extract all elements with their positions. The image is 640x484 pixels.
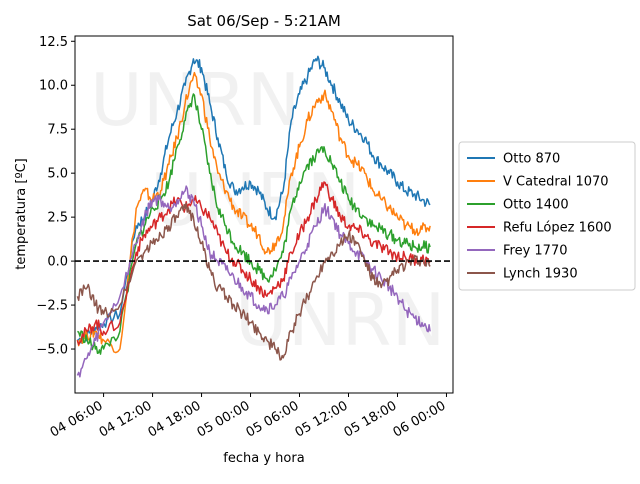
legend-label: Otto 1400 xyxy=(503,198,569,213)
series-line-3 xyxy=(76,181,431,346)
x-tick-label: 05 06:00 xyxy=(244,398,302,440)
legend-label: Frey 1770 xyxy=(503,244,568,259)
y-tick-label: 0.0 xyxy=(47,255,68,270)
y-tick-label: 12.5 xyxy=(39,35,68,50)
legend-label: Refu López 1600 xyxy=(503,221,612,236)
y-axis: 12.5 10.0 7.5 5.0 2.5 0.0 −2.5 −5.0 xyxy=(36,35,75,358)
x-axis-label: fecha y hora xyxy=(223,451,304,466)
x-tick-label: 04 18:00 xyxy=(146,398,204,440)
series-line-5 xyxy=(76,202,431,361)
legend: Otto 870 V Catedral 1070 Otto 1400 Refu Lóp… xyxy=(458,141,636,291)
y-tick-label: 7.5 xyxy=(47,123,68,138)
x-tick-label: 05 00:00 xyxy=(195,398,253,440)
x-tick-label: 04 06:00 xyxy=(48,398,106,440)
legend-box xyxy=(458,141,636,291)
legend-label: V Catedral 1070 xyxy=(503,175,609,190)
y-tick-label: 2.5 xyxy=(47,211,68,226)
x-tick-label: 06 00:00 xyxy=(391,398,449,440)
legend-label: Lynch 1930 xyxy=(503,267,578,282)
series-lines xyxy=(76,55,431,378)
y-tick-label: −2.5 xyxy=(36,299,68,314)
watermark-text: UNRN xyxy=(235,278,445,362)
legend-label: Otto 870 xyxy=(503,152,560,167)
plot-frame xyxy=(74,35,454,394)
x-tick-label: 04 12:00 xyxy=(97,398,155,440)
y-tick-label: 5.0 xyxy=(47,167,68,182)
x-tick-label: 05 12:00 xyxy=(293,398,351,440)
y-tick-label: −5.0 xyxy=(36,343,68,358)
chart-title: Sat 06/Sep - 5:21AM xyxy=(187,12,341,30)
series-line-2 xyxy=(77,93,431,355)
x-tick-label: 05 18:00 xyxy=(342,398,400,440)
series-line-4 xyxy=(76,185,431,378)
y-axis-label: temperatura [ºC] xyxy=(14,158,29,269)
y-tick-label: 10.0 xyxy=(39,79,68,94)
